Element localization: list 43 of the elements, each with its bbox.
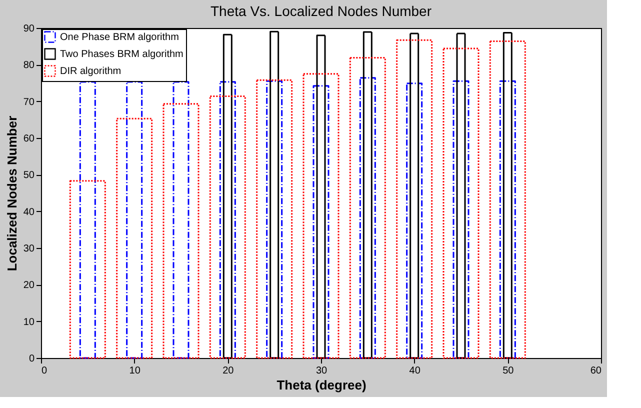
y-tick-label: 10 (23, 316, 35, 328)
x-tick-label: 30 (316, 366, 328, 376)
bar (162, 103, 200, 359)
bar (302, 73, 340, 359)
y-tick-label: 40 (23, 206, 35, 218)
bar (406, 82, 423, 359)
bar (256, 79, 293, 359)
legend-label: One Phase BRM algorithm (60, 32, 179, 43)
legend-label: DIR algorithm (60, 66, 122, 77)
y-tick-label: 80 (23, 60, 35, 72)
bar (312, 85, 330, 359)
bar (209, 95, 246, 359)
y-tick-label: 60 (23, 134, 35, 144)
x-tick-label: 10 (129, 366, 141, 376)
x-tick-label: 0 (42, 366, 48, 376)
y-tick-label: 70 (23, 96, 35, 108)
bar (489, 40, 526, 359)
y-tick-label: 0 (28, 354, 35, 364)
bar (69, 180, 106, 359)
y-axis-title: Localized Nodes Number (4, 116, 20, 272)
y-tick-label: 30 (23, 244, 35, 254)
bar (396, 39, 433, 359)
x-tick-label: 40 (409, 366, 421, 376)
bar (499, 80, 516, 359)
bar (79, 81, 96, 359)
y-tick-label: 20 (23, 280, 35, 292)
bar (126, 81, 143, 359)
x-tick-label: 20 (222, 366, 234, 376)
legend-label: Two Phases BRM algorithm (60, 49, 184, 60)
y-tick-label: 50 (23, 170, 35, 182)
x-axis-title: Theta (degree) (276, 378, 366, 392)
bar (442, 48, 480, 359)
bar (452, 80, 470, 359)
bar (359, 77, 376, 359)
x-tick-label: 60 (590, 366, 602, 376)
bar (116, 118, 153, 359)
bar (172, 81, 190, 359)
chart-title: Theta Vs. Localized Nodes Number (210, 3, 432, 19)
x-tick-label: 50 (502, 366, 514, 376)
y-tick-label: 90 (23, 24, 35, 34)
bar (266, 80, 283, 359)
bar (349, 56, 386, 359)
bar (219, 81, 236, 359)
